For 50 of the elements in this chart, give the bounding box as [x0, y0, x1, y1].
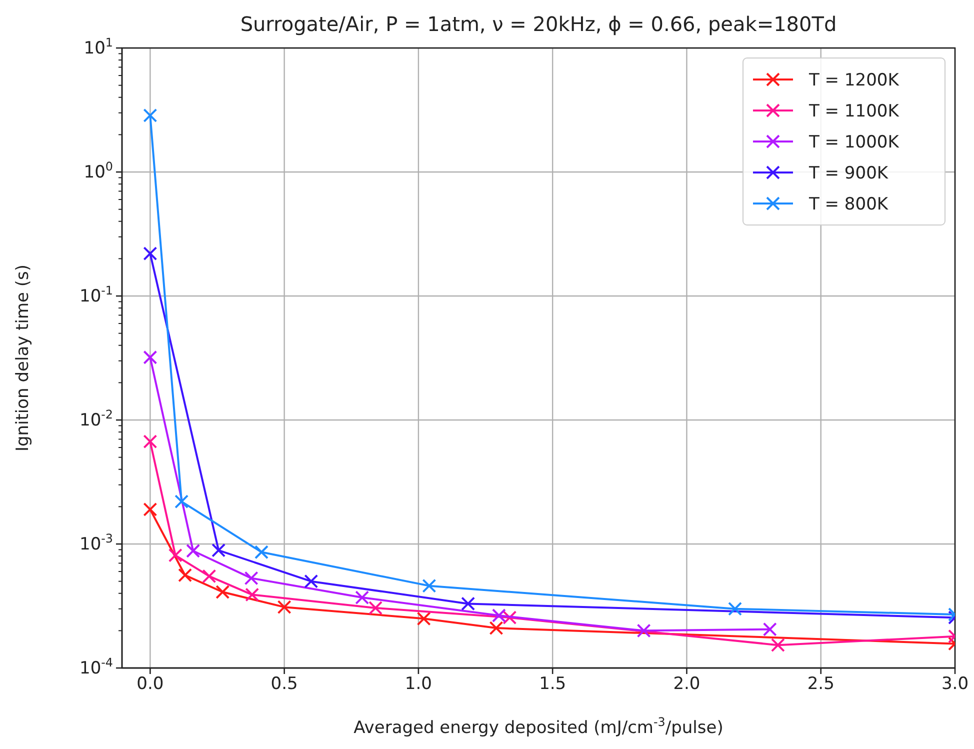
y-tick-label: 10$^{1}$: [84, 35, 113, 58]
point: [143, 434, 158, 449]
point: [174, 494, 189, 509]
y-tick-label: 10$^{0}$: [84, 159, 113, 182]
x-tick-label: 1.5: [539, 674, 566, 694]
point: [489, 621, 504, 636]
point: [461, 596, 476, 611]
legend-label: T = 900K: [808, 164, 889, 184]
point: [762, 622, 777, 636]
point: [244, 571, 258, 586]
point: [143, 350, 158, 364]
point: [728, 602, 742, 616]
x-tick-label: 0.5: [270, 674, 298, 694]
point: [277, 600, 292, 614]
x-tick-label: 1.0: [404, 674, 432, 694]
y-tick-label: 10$^{-4}$: [80, 655, 113, 678]
point: [422, 578, 436, 593]
point: [304, 574, 318, 588]
point: [143, 502, 158, 516]
point: [502, 610, 517, 625]
point: [368, 600, 383, 615]
point: [254, 545, 269, 560]
point: [770, 638, 785, 652]
legend-label: T = 1100K: [808, 102, 900, 122]
point: [245, 588, 260, 602]
x-tick-label: 2.5: [807, 674, 834, 694]
y-axis-title: Ignition delay time (s): [13, 264, 33, 452]
point: [212, 543, 226, 558]
point: [178, 568, 192, 582]
x-tick-label: 2.0: [673, 674, 700, 694]
point: [492, 608, 506, 623]
x-tick-label: 3.0: [941, 674, 969, 694]
legend-label: T = 800K: [808, 194, 889, 214]
point: [416, 612, 431, 626]
legend-label: T = 1200K: [808, 70, 900, 90]
y-tick-label: 10$^{-3}$: [80, 531, 113, 554]
legend-label: T = 1000K: [808, 132, 900, 152]
point: [216, 585, 230, 600]
point: [168, 548, 182, 562]
point: [143, 246, 158, 261]
x-tick-label: 0.0: [136, 674, 164, 694]
point: [355, 590, 370, 605]
point: [202, 569, 216, 584]
x-axis-title: Averaged energy deposited (mJ/cm$^{-3}$/pulse): [354, 715, 724, 738]
y-tick-label: 10$^{-1}$: [80, 283, 113, 306]
point: [186, 544, 200, 558]
point: [143, 108, 158, 122]
chart-title: Surrogate/Air, P = 1atm, ν = 20kHz, ϕ = 0.66, peak=180Td: [240, 12, 837, 36]
point: [636, 624, 651, 638]
y-tick-label: 10$^{-2}$: [80, 407, 113, 430]
